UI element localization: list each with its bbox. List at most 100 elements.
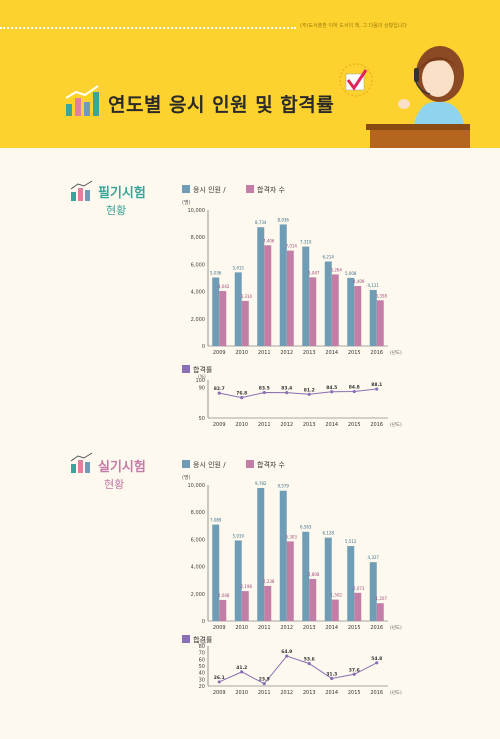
x-unit-label: (년도) — [390, 689, 402, 696]
y-unit-label: (명) — [182, 474, 191, 481]
y-tick-label: 2,000 — [191, 317, 205, 323]
rate-point — [352, 389, 356, 394]
data-label-applicants: 6,563 — [300, 525, 312, 530]
rate-data-label: 76.8 — [236, 391, 247, 397]
rate-point — [262, 390, 266, 395]
bar-applicants — [369, 289, 377, 346]
practical-section-subtitle: 현황 — [104, 478, 125, 491]
rate-point — [240, 396, 244, 400]
y-tick-label: 100 — [195, 378, 205, 384]
bar-applicants — [302, 246, 310, 346]
rate-line — [219, 655, 377, 685]
y-tick-label: 4,000 — [191, 565, 205, 571]
rate-point — [330, 676, 334, 681]
data-label-applicants: 4,327 — [368, 555, 380, 560]
y-unit-label: (명) — [182, 199, 191, 206]
x-tick-label: 2010 — [235, 625, 248, 631]
y-tick-label: 80 — [199, 644, 205, 650]
legend-swatch — [182, 365, 190, 373]
rate-data-label: 31.3 — [326, 671, 337, 677]
bar-passers — [241, 300, 249, 346]
bar-applicants — [234, 272, 242, 346]
data-label-applicants: 8,936 — [278, 217, 290, 222]
y-tick-label: 6,000 — [191, 262, 205, 268]
y-tick-label: 50 — [199, 664, 205, 670]
rate-point — [307, 392, 311, 396]
data-label-passers: 7,406 — [263, 238, 275, 243]
x-tick-label: 2011 — [258, 690, 271, 696]
rate-point — [240, 670, 244, 674]
data-label-passers: 4,042 — [218, 284, 230, 289]
rate-point — [375, 661, 379, 665]
y-tick-label: 10,000 — [188, 208, 206, 214]
legend-label: 응시 인원 / — [193, 460, 226, 469]
rate-point — [217, 391, 221, 395]
rate-point — [262, 682, 266, 686]
y-tick-label: 90 — [199, 386, 205, 392]
x-tick-label: 2016 — [370, 350, 383, 356]
rate-data-label: 82.7 — [214, 386, 225, 392]
bar-chart-icon — [65, 85, 99, 116]
bar-passers — [264, 245, 272, 346]
x-tick-label: 2012 — [280, 690, 293, 696]
x-unit-label: (년도) — [390, 349, 402, 356]
legend-swatch — [182, 460, 190, 468]
bar-passers — [241, 591, 249, 621]
data-label-passers: 3,314 — [241, 294, 253, 299]
bar-applicants — [347, 277, 355, 346]
x-tick-label: 2010 — [235, 422, 248, 428]
x-tick-label: 2016 — [370, 422, 383, 428]
data-label-applicants: 6,214 — [323, 254, 335, 259]
data-label-passers: 5,264 — [331, 267, 343, 272]
y-unit-label: (%) — [198, 374, 206, 380]
data-label-passers: 3,358 — [376, 293, 388, 298]
bar-passers — [286, 541, 294, 621]
data-label-applicants: 5,415 — [233, 265, 245, 270]
data-label-passers: 2,238 — [263, 579, 275, 584]
x-tick-label: 2011 — [258, 350, 271, 356]
bar-passers — [264, 585, 272, 621]
x-tick-label: 2013 — [303, 350, 316, 356]
y-tick-label: 0 — [202, 344, 205, 350]
page-title: 연도별 응시 인원 및 합격률 — [108, 94, 335, 116]
rate-data-label: 81.2 — [304, 387, 315, 393]
y-tick-label: 2,000 — [191, 592, 205, 598]
data-label-applicants: 5,036 — [210, 271, 222, 276]
bar-applicants — [279, 490, 287, 621]
written-section-title: 필기시험 — [98, 186, 146, 201]
x-tick-label: 2015 — [348, 350, 361, 356]
header-banner: (주)도서출판 이하 도서의 책, 그 다음의 상황입니다 연도별 응시 인원 … — [0, 0, 500, 148]
rate-line — [219, 388, 377, 399]
consultant-illustration — [339, 46, 470, 148]
x-tick-label: 2010 — [235, 690, 248, 696]
rate-data-label: 53.6 — [304, 657, 315, 663]
rate-data-label: 37.6 — [349, 667, 360, 673]
data-label-applicants: 8,734 — [255, 220, 267, 225]
y-tick-label: 0 — [202, 619, 205, 625]
x-tick-label: 2014 — [325, 350, 338, 356]
data-label-applicants: 9,579 — [278, 484, 290, 489]
x-tick-label: 2014 — [325, 422, 338, 428]
rate-data-label: 26.1 — [214, 675, 225, 681]
legend-label: 합격자 수 — [257, 185, 286, 194]
x-tick-label: 2013 — [303, 690, 316, 696]
y-tick-label: 10,000 — [188, 483, 206, 489]
rate-point — [285, 391, 289, 395]
x-unit-label: (년도) — [390, 624, 402, 631]
legend-label: 합격률 — [193, 365, 213, 374]
rate-data-label: 88.1 — [371, 382, 382, 388]
y-tick-label: 4,000 — [191, 290, 205, 296]
bar-passers — [219, 599, 227, 621]
legend-label: 응시 인원 / — [193, 185, 226, 194]
bar-passers — [331, 274, 339, 346]
x-tick-label: 2012 — [280, 422, 293, 428]
rate-point — [352, 672, 356, 676]
bar-passers — [309, 277, 317, 346]
dotted-divider — [0, 27, 296, 29]
y-unit-label: (%) — [198, 640, 206, 646]
rate-point — [217, 680, 221, 684]
bar-passers — [309, 578, 317, 621]
data-label-passers: 4,409 — [353, 279, 365, 284]
bar-passers — [331, 599, 339, 621]
